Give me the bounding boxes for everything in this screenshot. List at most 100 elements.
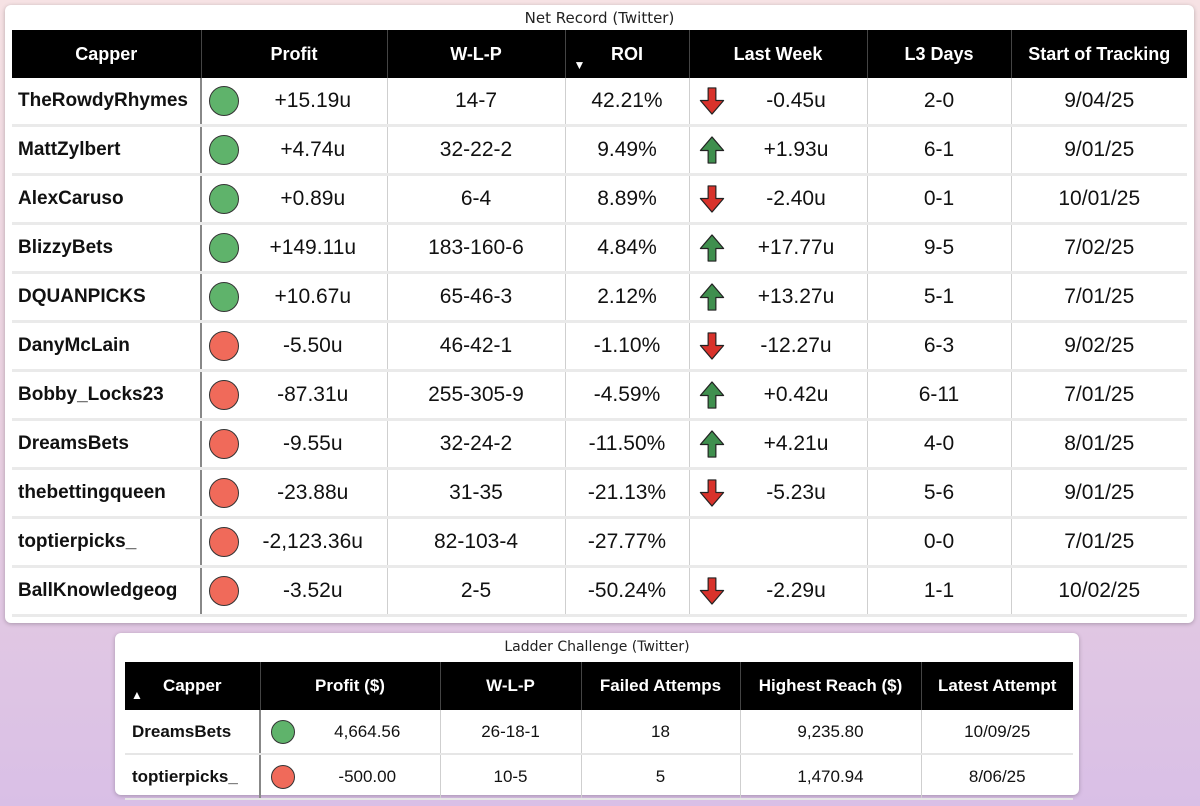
status-dot-icon [209, 282, 239, 312]
status-dot-icon [271, 764, 295, 789]
table-row[interactable]: toptierpicks_ -2,123.36u 82-103-4 -27.77% 0-… [12, 517, 1187, 568]
column-header-profit[interactable]: Profit [201, 30, 388, 78]
column-header-profit-dollars[interactable]: Profit ($) [260, 662, 441, 710]
table-row[interactable]: DreamsBets -9.55u 32-24-2 -11.50% +4.21u 4-0 8… [12, 419, 1187, 470]
column-header-roi[interactable]: ROI ▼ [565, 30, 690, 78]
column-header-latest-attempt[interactable]: Latest Attempt [921, 662, 1073, 710]
table-row[interactable]: MattZylbert +4.74u 32-22-2 9.49% +1.93u 6-1 9/… [12, 125, 1187, 176]
l3-days-value: 6-11 [867, 370, 1012, 421]
arrow-down-icon [699, 185, 724, 213]
arrow-up-icon [699, 234, 724, 262]
column-header-highest-reach[interactable]: Highest Reach ($) [740, 662, 922, 710]
last-week-cell: +17.77u [689, 223, 868, 274]
table-row[interactable]: thebettingqueen -23.88u 31-35 -21.13% -5.23u… [12, 468, 1187, 519]
profit-cell: -500.00 [260, 754, 441, 800]
failed-attempts-value: 5 [581, 754, 741, 800]
wlp-value: 32-22-2 [387, 125, 566, 176]
column-header-wlp[interactable]: W-L-P [387, 30, 566, 78]
table-row[interactable]: DanyMcLain -5.50u 46-42-1 -1.10% -12.27u 6-3 9… [12, 321, 1187, 372]
column-header-capper[interactable]: Capper [12, 30, 202, 78]
column-header-failed-attempts[interactable]: Failed Attemps [581, 662, 741, 710]
profit-value: +10.67u [274, 285, 352, 308]
wlp-value: 32-24-2 [387, 419, 566, 470]
last-week-value: +0.42u [763, 383, 829, 406]
l3-days-value: 1-1 [867, 566, 1012, 617]
profit-value: -500.00 [338, 766, 397, 786]
ladder-challenge-table: Capper ▲ Profit ($) W-L-P Failed Attemps … [125, 662, 1073, 800]
profit-cell: +149.11u [201, 223, 388, 274]
last-week-cell: +0.42u [689, 370, 868, 421]
last-week-value: +13.27u [757, 285, 835, 308]
profit-cell: -23.88u [201, 468, 388, 519]
table-row[interactable]: BallKnowledgeog -3.52u 2-5 -50.24% -2.29u 1-1… [12, 566, 1187, 617]
start-of-tracking-value: 10/01/25 [1011, 174, 1187, 225]
table-row[interactable]: DQUANPICKS +10.67u 65-46-3 2.12% +13.27u 5-1 7… [12, 272, 1187, 323]
arrow-up-icon [699, 381, 724, 409]
start-of-tracking-value: 9/01/25 [1011, 125, 1187, 176]
profit-cell: -2,123.36u [201, 517, 388, 568]
wlp-value: 6-4 [387, 174, 566, 225]
last-week-value: -0.45u [766, 89, 826, 112]
status-dot-icon [271, 719, 295, 744]
l3-days-value: 9-5 [867, 223, 1012, 274]
ladder-challenge-panel: Ladder Challenge (Twitter) Capper ▲ Profi… [115, 633, 1079, 800]
arrow-up-icon [699, 283, 724, 311]
l3-days-value: 2-0 [867, 78, 1012, 127]
table-row[interactable]: TheRowdyRhymes +15.19u 14-7 42.21% -0.45u 2-0… [12, 78, 1187, 127]
table-row[interactable]: DreamsBets 4,664.56 26-18-1 18 9,235.80 10/09… [125, 710, 1073, 755]
column-header-capper[interactable]: Capper ▲ [125, 662, 261, 710]
start-of-tracking-value: 7/01/25 [1011, 370, 1187, 421]
last-week-cell: +4.21u [689, 419, 868, 470]
column-header-start-of-tracking[interactable]: Start of Tracking [1011, 30, 1187, 78]
capper-name: AlexCaruso [12, 174, 202, 225]
wlp-value: 26-18-1 [440, 710, 582, 755]
capper-name: BallKnowledgeog [12, 566, 202, 617]
profit-value: -2,123.36u [262, 530, 363, 553]
status-dot-icon [209, 429, 239, 459]
status-dot-icon [209, 380, 239, 410]
capper-name: DreamsBets [125, 710, 261, 755]
last-week-cell: -2.40u [689, 174, 868, 225]
roi-value: -4.59% [565, 370, 690, 421]
wlp-value: 31-35 [387, 468, 566, 519]
start-of-tracking-value: 9/04/25 [1011, 78, 1187, 127]
l3-days-value: 5-6 [867, 468, 1012, 519]
profit-cell: +0.89u [201, 174, 388, 225]
ladder-header-row: Capper ▲ Profit ($) W-L-P Failed Attemps … [125, 662, 1073, 710]
status-dot-icon [209, 478, 239, 508]
arrow-down-icon [699, 577, 724, 605]
arrow-up-icon [699, 430, 724, 458]
last-week-value: -2.29u [766, 579, 826, 602]
profit-value: +15.19u [274, 89, 352, 112]
table-row[interactable]: Bobby_Locks23 -87.31u 255-305-9 -4.59% +0.42… [12, 370, 1187, 421]
wlp-value: 2-5 [387, 566, 566, 617]
profit-cell: -5.50u [201, 321, 388, 372]
net-record-title: Net Record (Twitter) [524, 9, 675, 27]
latest-attempt-value: 8/06/25 [921, 754, 1073, 800]
column-header-l3-days[interactable]: L3 Days [867, 30, 1012, 78]
capper-name: toptierpicks_ [125, 754, 261, 800]
failed-attempts-value: 18 [581, 710, 741, 755]
profit-value: +0.89u [280, 187, 346, 210]
sort-ascending-icon: ▲ [131, 688, 143, 702]
table-row[interactable]: toptierpicks_ -500.00 10-5 5 1,470.94 8/06/25 [125, 754, 1073, 800]
column-header-last-week[interactable]: Last Week [689, 30, 868, 78]
column-header-wlp[interactable]: W-L-P [440, 662, 582, 710]
status-dot-icon [209, 135, 239, 165]
table-row[interactable]: AlexCaruso +0.89u 6-4 8.89% -2.40u 0-1 10/01/2… [12, 174, 1187, 225]
status-dot-icon [209, 184, 239, 214]
profit-cell: +15.19u [201, 78, 388, 127]
roi-value: 8.89% [565, 174, 690, 225]
profit-value: -23.88u [277, 481, 349, 504]
start-of-tracking-value: 7/02/25 [1011, 223, 1187, 274]
capper-name: DreamsBets [12, 419, 202, 470]
last-week-cell: +13.27u [689, 272, 868, 323]
table-row[interactable]: BlizzyBets +149.11u 183-160-6 4.84% +17.77u 9… [12, 223, 1187, 274]
status-dot-icon [209, 576, 239, 606]
profit-cell: +10.67u [201, 272, 388, 323]
sort-descending-icon: ▼ [573, 58, 586, 72]
wlp-value: 46-42-1 [387, 321, 566, 372]
highest-reach-value: 9,235.80 [740, 710, 922, 755]
roi-value: 2.12% [565, 272, 690, 323]
arrow-down-icon [699, 479, 724, 507]
